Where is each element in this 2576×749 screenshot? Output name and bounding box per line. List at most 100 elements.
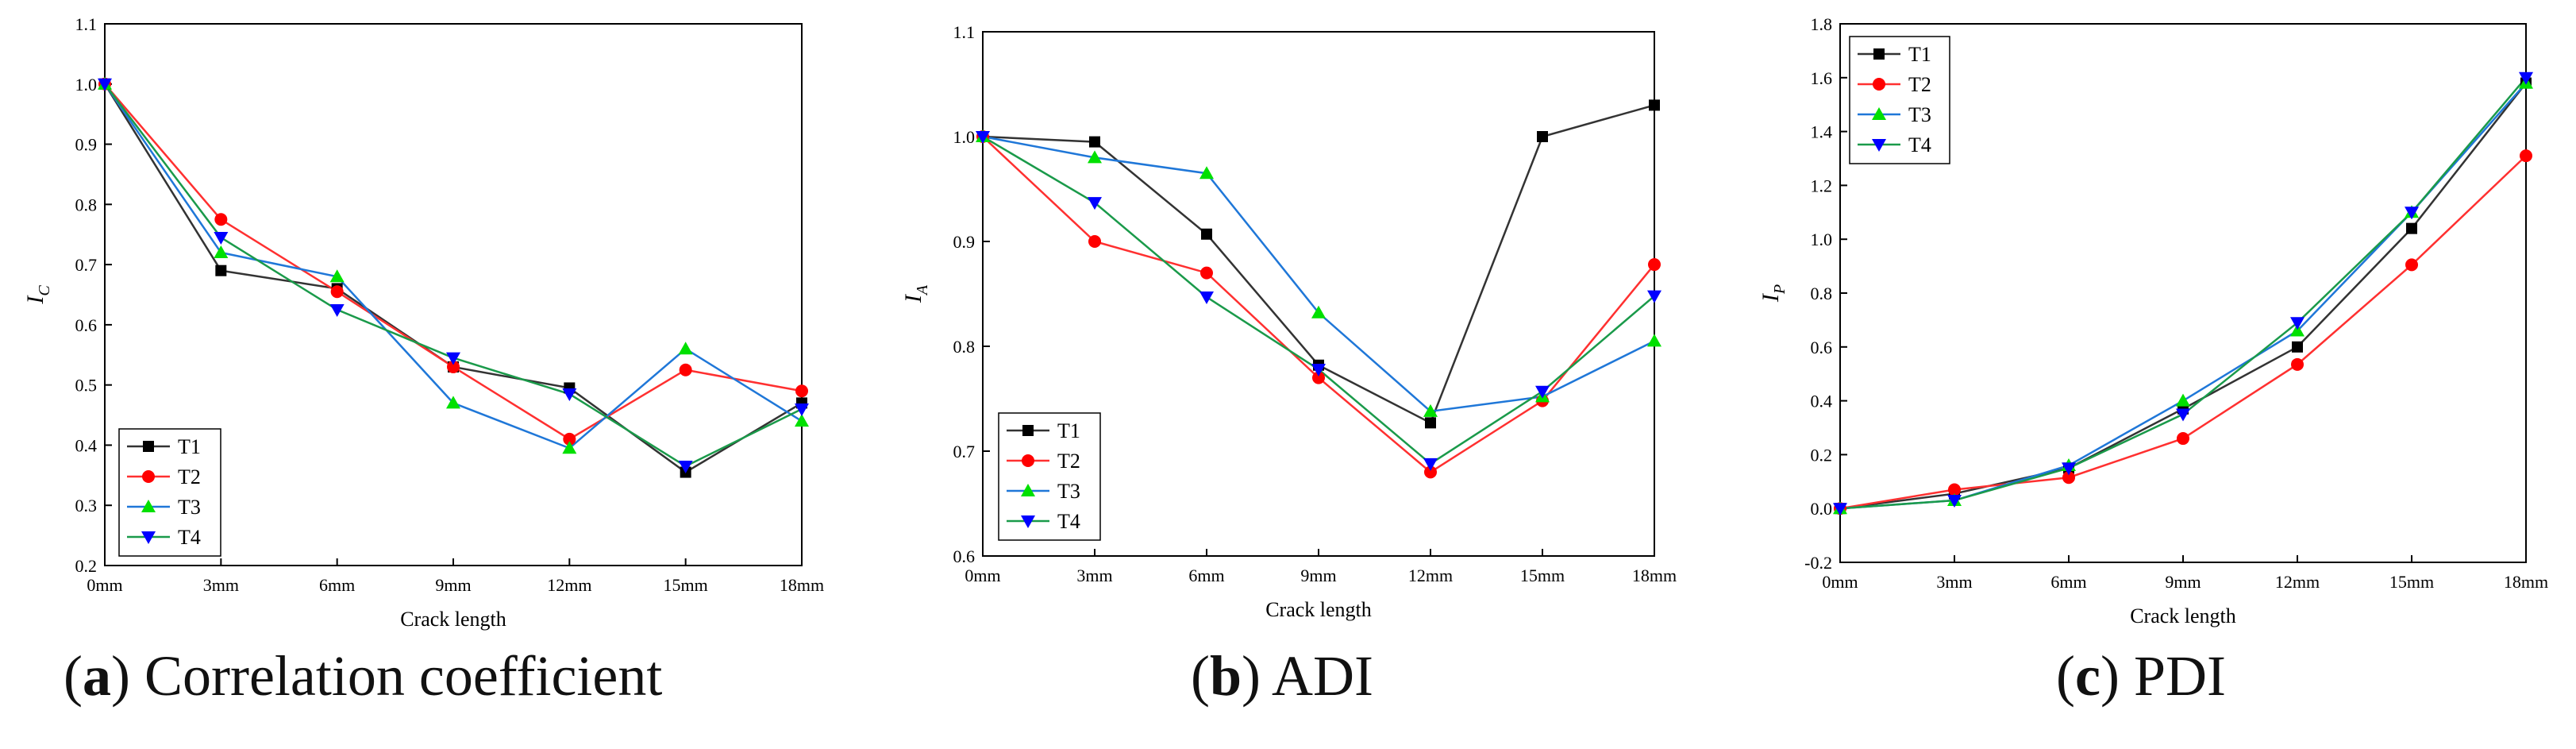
- y-tick-label: 0.9: [75, 135, 98, 155]
- y-tick-label: 1.0: [75, 75, 98, 95]
- data-point-T4: [98, 78, 112, 91]
- data-point-T2: [1424, 465, 1437, 479]
- y-axis-label-main: I: [22, 295, 48, 305]
- x-tick-label: 6mm: [319, 575, 355, 595]
- data-point-T1: [2292, 341, 2303, 353]
- chart-c: -0.2 0.0 0.2 0.4 0.6 0.8 1.0 1.2 1.4 1.6 1.8 0mm 3mm…: [1758, 14, 2548, 627]
- y-tick-label: 0.0: [1811, 499, 1833, 519]
- data-point-T2: [1200, 266, 1213, 280]
- x-tick-label: 6mm: [2050, 572, 2086, 592]
- legend-label-T3: T3: [1908, 103, 1931, 126]
- legend-label-T3: T3: [1057, 480, 1080, 503]
- data-point-T3: [1423, 403, 1438, 417]
- data-point-T3: [678, 342, 693, 355]
- data-point-T3: [1199, 166, 1214, 180]
- y-tick-label: -0.2: [1804, 553, 1832, 573]
- y-tick-label: 1.2: [1811, 176, 1833, 195]
- legend-marker-T4: [1021, 515, 1035, 528]
- x-tick-label: 15mm: [2389, 572, 2434, 592]
- x-tick-label: 18mm: [2504, 572, 2548, 592]
- data-point-T3: [329, 269, 345, 283]
- x-tick-label: 12mm: [2275, 572, 2320, 592]
- data-point-T4: [2062, 462, 2076, 476]
- y-tick-label: 0.8: [1811, 284, 1833, 303]
- series-line-T2: [104, 83, 803, 441]
- y-tick-label: 1.1: [953, 22, 976, 42]
- data-point-T3: [1088, 150, 1102, 164]
- x-tick-label: 15mm: [1520, 566, 1565, 585]
- data-point-T4: [1199, 291, 1214, 304]
- y-axis-label-main: I: [1758, 292, 1784, 303]
- legend-label-T1: T1: [1057, 419, 1080, 442]
- data-point-T2: [2291, 357, 2304, 371]
- y-axis-label-subscript: P: [1771, 284, 1789, 295]
- caption-c: (c) PDI: [2056, 644, 2226, 708]
- caption-b-text: ADI: [1272, 644, 1374, 708]
- legend-marker-T4: [141, 531, 156, 544]
- data-point-T4: [2519, 71, 2533, 85]
- x-tick-label: 9mm: [1300, 566, 1336, 585]
- legend-label-T1: T1: [178, 435, 201, 458]
- y-tick-label: 1.4: [1811, 122, 1833, 142]
- data-point-T4: [562, 388, 577, 402]
- data-point-T4: [446, 352, 460, 365]
- y-tick-label: 0.8: [75, 195, 98, 214]
- y-tick-label: 1.0: [1811, 230, 1833, 249]
- legend-a: T1 T2 T3 T4: [118, 428, 221, 557]
- y-tick-label: 0.3: [75, 496, 98, 515]
- data-point-T2: [330, 285, 344, 299]
- legend-label-T3: T3: [178, 496, 201, 519]
- data-point-T1: [1089, 136, 1100, 148]
- caption-c-letter: c: [2074, 644, 2100, 708]
- data-point-T3: [1647, 334, 1662, 347]
- y-tick-label: 1.1: [75, 14, 98, 34]
- y-tick-label: 0.9: [953, 232, 976, 252]
- y-axis-label-main: I: [900, 293, 926, 303]
- y-tick-label: 0.6: [1811, 338, 1833, 357]
- y-tick-label: 1.8: [1811, 14, 1833, 34]
- series-line-T4: [104, 83, 803, 468]
- x-tick-label: 9mm: [2165, 572, 2201, 592]
- data-point-T3: [214, 245, 229, 258]
- legend-box: [998, 412, 1101, 541]
- series-line-T3: [103, 83, 803, 450]
- chart-a: 0.2 0.3 0.4 0.5 0.6 0.7 0.8 0.9 1.0 1.1 0mm 3mm 6mm 9…: [22, 14, 824, 631]
- y-tick-label: 0.7: [75, 255, 98, 275]
- data-point-T3: [2176, 393, 2190, 407]
- data-point-T2: [2520, 149, 2532, 163]
- y-tick-label: 0.4: [75, 435, 98, 455]
- x-tick-label: 6mm: [1188, 566, 1224, 585]
- x-tick-label: 0mm: [965, 566, 1000, 585]
- x-tick-label: 12mm: [547, 575, 591, 595]
- y-axis-label: IA: [900, 284, 931, 303]
- series-line-T2: [1839, 155, 2527, 510]
- y-tick-label: 0.8: [953, 337, 976, 357]
- data-point-T1: [1201, 228, 1212, 240]
- data-point-T2: [1088, 235, 1101, 248]
- data-point-T4: [1311, 364, 1326, 377]
- data-point-T4: [2405, 207, 2419, 220]
- legend-marker-T3: [1872, 107, 1886, 120]
- data-point-T2: [1948, 483, 1961, 496]
- data-point-T2: [1648, 258, 1661, 272]
- legend-marker-T3: [141, 500, 156, 512]
- y-axis-label-subscript: C: [36, 285, 53, 296]
- y-tick-label: 0.5: [75, 376, 98, 396]
- y-axis-label-subscript: A: [914, 284, 931, 296]
- legend-label-T2: T2: [1908, 73, 1931, 96]
- y-tick-label: 1.6: [1811, 68, 1833, 88]
- caption-a-letter: a: [82, 644, 111, 708]
- legend-marker-T1: [143, 441, 154, 452]
- legend-c: T1 T2 T3 T4: [1849, 36, 1950, 164]
- data-point-T4: [214, 232, 229, 245]
- legend-marker-T4: [1872, 139, 1886, 152]
- x-tick-label: 18mm: [780, 575, 824, 595]
- y-tick-label: 0.6: [953, 546, 976, 566]
- y-tick-label: 1.0: [953, 127, 976, 147]
- legend-marker-T2: [142, 470, 155, 483]
- legend-marker-T1: [1022, 425, 1034, 436]
- caption-b-letter: b: [1209, 644, 1242, 708]
- legend-box: [118, 428, 221, 557]
- legend-label-T4: T4: [1057, 510, 1080, 533]
